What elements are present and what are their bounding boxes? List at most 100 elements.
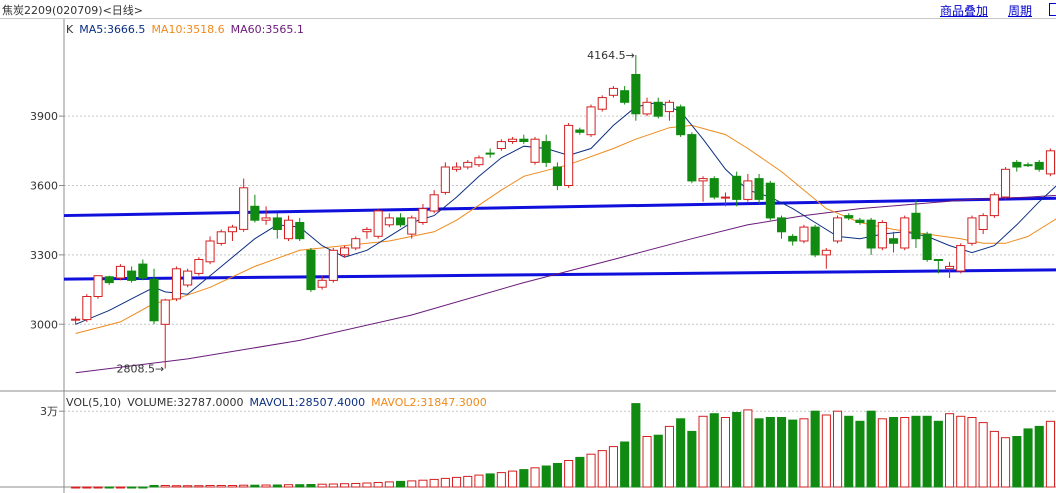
volume-bar [1012,436,1022,488]
legend-item: K [66,23,74,36]
volume-bar [440,477,450,488]
candle-body [496,141,506,149]
volume-bar [216,485,226,488]
volume-bar [732,412,742,488]
volume-bar [104,486,114,489]
candle-body [810,226,820,256]
corner-bracket-icon[interactable] [1049,3,1056,16]
candle-body [362,228,372,233]
volume-bar [754,418,764,488]
trend-line [63,196,1056,218]
volume-bar [284,484,294,488]
candle-body [519,138,529,142]
volume-bar [810,410,820,488]
volume-bar [396,480,406,488]
volume-bar [945,413,955,488]
candle-body [396,217,406,226]
volume-bar [519,469,529,488]
volume-bar [698,415,708,488]
candle-body [833,217,843,242]
candle-body [530,138,540,163]
candle-body [216,231,226,244]
volume-bar [1034,425,1044,488]
volume-bar [227,485,237,488]
candle-body [373,210,383,237]
candle-body [429,194,439,212]
low-price-label: 2808.5→ [117,363,165,376]
candle-body [418,208,428,224]
volume-bar [889,417,899,488]
candle-body [564,124,574,186]
trend-line [63,268,1056,281]
candle-body [541,141,551,163]
candle-body [552,166,563,186]
legend-item: MA60:3565.1 [231,23,304,36]
candle-body [160,299,170,325]
volume-bar [608,446,619,488]
candle-body [440,166,450,193]
volume-bar [855,420,865,488]
volume-bars [71,403,1056,489]
volume-bar [631,403,641,488]
candle-body [149,278,159,322]
ma60-line [75,194,1056,374]
price-tick-label: 3000 [30,318,58,331]
candle-body [295,222,305,240]
candle-body [922,233,932,261]
volume-bar [272,484,282,488]
volume-bar [127,486,137,489]
candle-body [743,180,753,200]
period-link[interactable]: 周期 [1008,4,1033,18]
candle-body [608,87,619,96]
candle-body [597,97,607,110]
volume-bar [508,470,518,488]
volume-bar [250,484,260,488]
volume-bar [799,418,809,488]
candle-body [1001,168,1011,198]
volume-bar [362,482,372,488]
volume-bar [239,484,249,488]
overlay-commodity-link[interactable]: 商品叠加 [940,4,989,18]
volume-bar [306,484,316,488]
candle-body [351,238,361,249]
candle-body [900,217,910,249]
candle-body [709,178,719,198]
volume-bar [138,486,148,489]
volume-bar [642,436,652,488]
volume-bar [687,430,697,488]
volume-bar [866,410,876,488]
volume-bar [933,420,943,488]
candle-body [967,217,977,244]
price-tick-label: 3300 [30,249,58,262]
volume-bar [956,415,966,488]
volume-bar [530,467,540,488]
volume-bar [373,482,383,488]
volume-bar [833,410,843,488]
volume-bar [485,473,495,488]
candle-body [239,187,249,230]
price-tick-label: 3900 [30,110,58,123]
volume-bar [429,478,439,488]
candlestick-chart: 3000 3300 3600 3900 K MA5:3666.5 MA10:3518.6 M… [0,19,1056,493]
volume-bar [295,484,305,488]
candle-body [978,215,988,231]
candles [71,54,1056,369]
volume-bar [552,463,563,488]
candle-body [765,182,775,219]
candle-body [82,296,92,321]
volume-bar [676,418,686,488]
legend-item: MAVOL1:28507.4000 [249,396,365,409]
volume-bar [541,465,551,488]
candle-body [687,134,697,182]
candle-body [463,161,473,168]
legend-item: MA10:3518.6 [151,23,224,36]
candle-body [284,219,294,240]
price-legend: K MA5:3666.5 MA10:3518.6 MA60:3565.1 [66,23,304,36]
volume-bar [351,483,361,488]
volume-bar [877,418,887,488]
volume-bar [821,414,831,488]
volume-bar [384,481,394,488]
volume-bar [900,417,910,488]
candle-body [631,74,641,115]
candle-body [1034,161,1044,170]
